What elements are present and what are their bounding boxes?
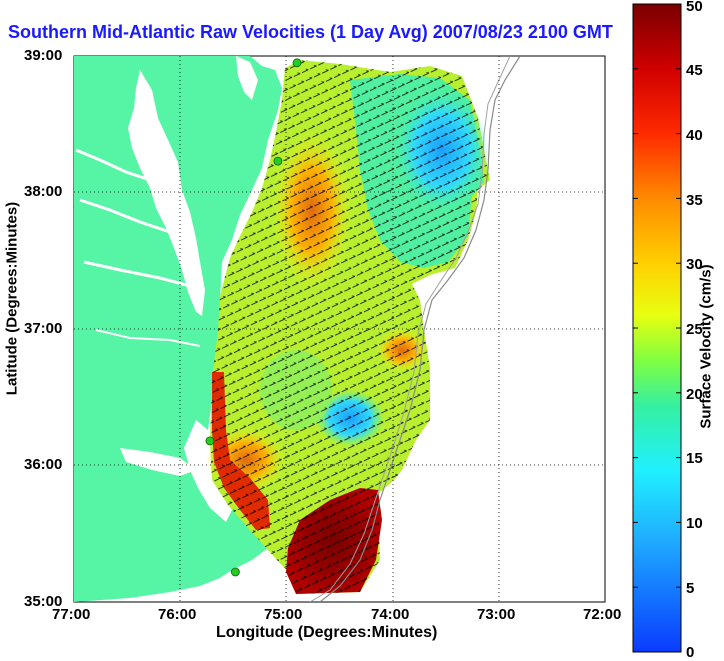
colorbar-tick-label: 10 — [686, 515, 703, 532]
pamlico-sound — [184, 420, 232, 522]
colorbar-tick-label: 45 — [686, 62, 703, 79]
radar-station-3 — [205, 436, 215, 446]
x-tick-label: 75:00 — [264, 606, 303, 623]
river-4 — [95, 329, 201, 347]
y-tick-label: 39:00 — [24, 47, 63, 64]
colorbar-tick-label: 25 — [686, 321, 703, 338]
stations — [205, 58, 302, 577]
y-tick-label: 37:00 — [24, 320, 63, 337]
colorbar-tick-label: 35 — [686, 192, 703, 209]
x-tick-label: 74:00 — [371, 606, 410, 623]
colorbar-tick-label: 50 — [686, 0, 703, 15]
map-title: Southern Mid-Atlantic Raw Velocities (1 … — [8, 22, 613, 43]
x-tick-label: 73:00 — [477, 606, 516, 623]
velocity-arrows — [210, 60, 490, 594]
river-3 — [83, 260, 191, 288]
colorbar-label: Surface Velocity (cm/s) — [697, 264, 715, 429]
y-tick-label: 38:00 — [24, 183, 63, 200]
river-2 — [79, 198, 171, 234]
radar-station-1 — [292, 58, 302, 68]
colorbar-tick-label: 20 — [686, 386, 703, 403]
radar-station-4 — [230, 567, 240, 577]
bathymetry-contour-1 — [319, 56, 521, 602]
bathymetry-contour-2 — [309, 56, 511, 602]
colorbar-tick-label: 0 — [686, 644, 695, 661]
x-tick-label: 72:00 — [583, 606, 622, 623]
colorbar-tick-label: 5 — [686, 580, 695, 597]
colorbar-tick-label: 15 — [686, 450, 703, 467]
albemarle-sound — [120, 448, 196, 476]
map-title-text: Southern Mid-Atlantic Raw Velocities (1 … — [8, 22, 613, 42]
x-axis-label: Longitude (Degrees:Minutes) — [216, 624, 438, 641]
colorbar-tick-label: 30 — [686, 256, 703, 273]
radar-station-2 — [273, 156, 283, 166]
grid — [74, 56, 605, 602]
chesapeake-bay — [128, 70, 205, 316]
x-tick-label: 76:00 — [158, 606, 197, 623]
y-axis-label: Latitude (Degrees:Minutes) — [3, 201, 21, 396]
x-tick-label: 77:00 — [52, 606, 91, 623]
river-1 — [75, 148, 151, 182]
y-tick-label: 35:00 — [24, 593, 63, 610]
colorbar-ticks — [633, 3, 681, 653]
y-tick-label: 36:00 — [24, 456, 63, 473]
colorbar — [632, 3, 682, 653]
delaware-bay — [236, 56, 258, 100]
colorbar-tick-label: 40 — [686, 127, 703, 144]
